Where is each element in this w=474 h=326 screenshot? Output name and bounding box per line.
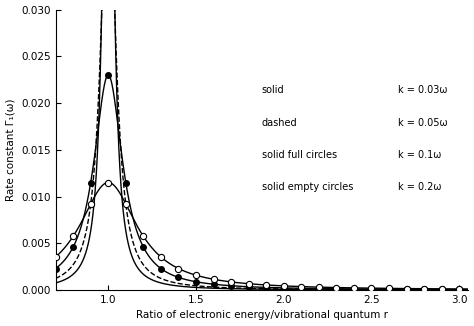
Text: solid full circles: solid full circles: [262, 150, 337, 160]
Text: k = 0.05ω: k = 0.05ω: [398, 118, 447, 127]
Text: k = 0.1ω: k = 0.1ω: [398, 150, 441, 160]
Text: k = 0.2ω: k = 0.2ω: [398, 182, 441, 192]
Text: solid empty circles: solid empty circles: [262, 182, 353, 192]
X-axis label: Ratio of electronic energy/vibrational quantum r: Ratio of electronic energy/vibrational q…: [136, 310, 388, 320]
Text: dashed: dashed: [262, 118, 297, 127]
Text: solid: solid: [262, 85, 284, 95]
Text: k = 0.03ω: k = 0.03ω: [398, 85, 447, 95]
Y-axis label: Rate constant Γ₁(ω): Rate constant Γ₁(ω): [6, 98, 16, 201]
